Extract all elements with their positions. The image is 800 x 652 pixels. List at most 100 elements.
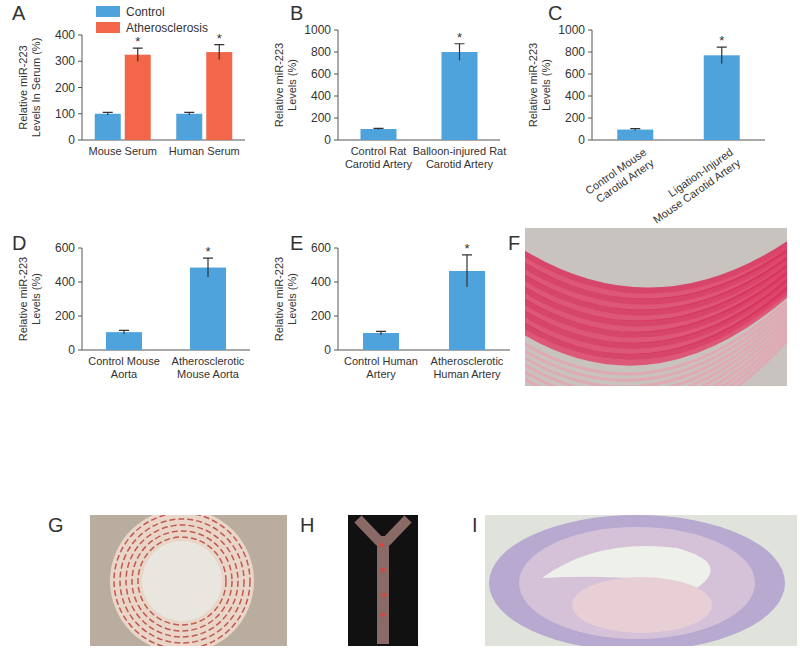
y-tick-label: 0: [578, 133, 585, 147]
bar: [617, 130, 653, 140]
y-tick-label: 300: [55, 54, 75, 68]
y-tick-label: 0: [68, 133, 75, 147]
x-tick-label: AtheroscleroticHuman Artery: [431, 355, 504, 380]
plot-area: [363, 255, 485, 350]
y-tick-label: 400: [565, 89, 585, 103]
lesion: [381, 568, 385, 572]
error-bar: [184, 112, 194, 115]
intima: [519, 527, 755, 639]
text-line: Aorta: [111, 368, 138, 380]
y-tick: [334, 140, 338, 141]
elastic-lamina: [132, 531, 232, 631]
panel-label: F: [508, 232, 520, 254]
y-tick: [78, 282, 82, 283]
tissue-layer: [525, 281, 787, 357]
text-line: Levels (%): [30, 273, 42, 325]
y-tick: [588, 96, 592, 97]
elastic-lamina: [138, 537, 226, 625]
text-line: Artery: [366, 368, 396, 380]
y-tick-label: 0: [68, 343, 75, 357]
x-tick-label: Mouse Serum: [89, 145, 157, 157]
error-bar: [119, 330, 129, 333]
text-line: Carotid Artery: [345, 158, 413, 170]
y-tick: [78, 316, 82, 317]
y-axis-label: Relative miR-223Levels (%): [273, 43, 298, 127]
y-tick-label: 400: [55, 28, 75, 42]
error-bar: [203, 258, 213, 277]
text-line: Levels In Serum (%): [30, 38, 42, 138]
y-tick-label: 400: [311, 275, 331, 289]
y-axis-label: Relative miR-223Levels (%): [273, 257, 298, 341]
significance-mark: *: [457, 30, 462, 45]
panel-label: C: [548, 2, 562, 24]
error-bar: [103, 112, 113, 115]
y-tick-label: 800: [565, 45, 585, 59]
plot-area: [361, 44, 478, 140]
y-tick-label: 200: [55, 81, 75, 95]
lesion: [381, 613, 385, 617]
y-tick-label: 1000: [304, 23, 331, 37]
panel-label: B: [290, 2, 303, 24]
y-tick-label: 600: [565, 67, 585, 81]
y-axis: [592, 30, 593, 140]
y-tick: [334, 52, 338, 53]
text-line: Atherosclerotic: [172, 355, 245, 367]
y-tick: [334, 350, 338, 351]
text-line: Relative miR-223: [17, 45, 29, 129]
error-bar: [717, 47, 727, 64]
significance-mark: *: [135, 34, 140, 49]
y-tick-label: 200: [311, 309, 331, 323]
y-tick-label: 100: [55, 107, 75, 121]
error-bar: [133, 48, 143, 61]
panel-chart: E0200400600Relative miR-223Levels (%)*Co…: [273, 232, 510, 380]
panel-label: H: [300, 514, 314, 536]
micrograph: [485, 515, 797, 646]
vessel-wall: [489, 515, 785, 646]
error-bar: [455, 44, 465, 61]
panel-chart: C02004006008001000Relative miR-223Levels…: [527, 2, 765, 226]
significance-mark: *: [719, 33, 724, 48]
image-panel: F: [508, 228, 797, 433]
y-tick: [334, 96, 338, 97]
y-tick-label: 1000: [558, 23, 585, 37]
text-line: Relative miR-223: [273, 257, 285, 341]
y-tick: [334, 30, 338, 31]
micrograph: [90, 515, 287, 646]
lesion: [380, 543, 384, 547]
legend-label: Control: [126, 5, 165, 19]
text-line: Carotid Artery: [594, 156, 656, 205]
significance-mark: *: [464, 241, 469, 256]
micrograph: [348, 515, 418, 646]
text-line: Mouse Serum: [89, 145, 157, 157]
y-axis: [338, 30, 339, 140]
lumen: [142, 541, 222, 621]
text-line: Control Human: [344, 355, 418, 367]
y-axis: [338, 248, 339, 350]
micrograph: [525, 228, 787, 386]
text-line: Human Serum: [169, 145, 240, 157]
y-tick: [334, 248, 338, 249]
y-tick: [78, 140, 82, 141]
text-line: Control Mouse: [88, 355, 160, 367]
y-tick: [78, 350, 82, 351]
y-tick-label: 400: [311, 89, 331, 103]
bar: [363, 333, 399, 350]
error-bar: [214, 45, 224, 60]
tissue-layer: [525, 270, 787, 340]
y-tick: [588, 140, 592, 141]
bar: [704, 55, 740, 140]
y-tick-label: 800: [311, 45, 331, 59]
y-tick: [334, 118, 338, 119]
x-tick-label: Control MouseAorta: [88, 355, 160, 380]
aorta: [377, 537, 389, 644]
lesion: [382, 593, 386, 597]
bar: [361, 129, 397, 140]
x-tick-label: Control HumanArtery: [344, 355, 418, 380]
x-tick-label: Control MouseCarotid Artery: [583, 146, 656, 208]
x-tick-label: Balloon-injured RatCarotid Artery: [413, 145, 507, 170]
adventitia-layer: [525, 330, 787, 386]
bar: [125, 55, 151, 140]
y-tick: [78, 61, 82, 62]
tissue-layer: [525, 274, 787, 346]
y-tick-label: 600: [311, 67, 331, 81]
